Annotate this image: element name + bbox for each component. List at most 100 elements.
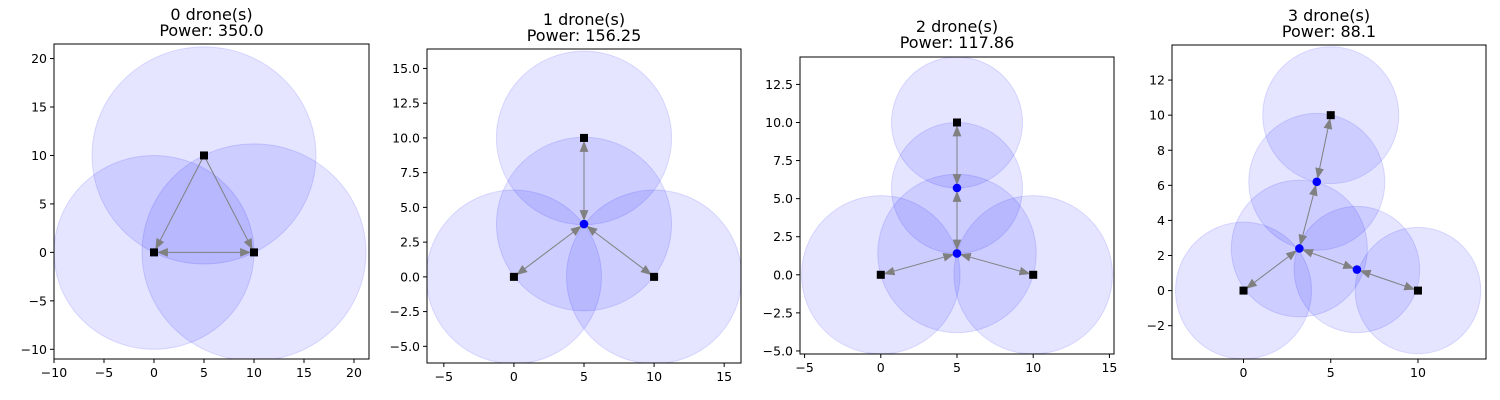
y-tick-label: 5.0: [773, 191, 793, 206]
tick-group: −5 0 5 10 15 −5.0 −2.5 0.0 2.5 5.0 7.5 10.0 12.5: [763, 77, 1118, 375]
y-tick-label: 0: [1157, 283, 1165, 298]
link-edge: [1298, 184, 1318, 246]
y-tick-label: 20: [31, 51, 47, 66]
link-edge: [516, 225, 582, 276]
link-edge: [1359, 269, 1416, 291]
y-tick-label: 4: [1157, 213, 1165, 228]
x-tick-label: 0: [510, 369, 518, 384]
link-edge: [1245, 250, 1298, 289]
user-node-marker: [1326, 111, 1335, 120]
y-tick-label: 2.5: [773, 229, 793, 244]
tick-group: −5 0 5 10 15 −5.0 −2.5 0.0 2.5 5.0 7.5 10.0 12.5 15.0: [390, 61, 732, 384]
link-edge: [1302, 249, 1355, 269]
subplot-title-line1: 1 drone(s): [543, 10, 625, 29]
drone-node-marker: [1295, 244, 1304, 253]
user-node-marker: [1029, 270, 1038, 279]
plot-area: [427, 50, 741, 363]
subplot-title-line2: Power: 350.0: [159, 21, 263, 40]
drone-node-marker: [1352, 265, 1362, 274]
y-tick-label: −5.0: [390, 339, 420, 354]
y-tick-label: 10: [31, 148, 47, 163]
x-tick-label: 5: [953, 360, 961, 375]
y-tick-label: −2.5: [390, 304, 420, 319]
x-tick-label: 15: [1101, 360, 1117, 375]
user-node-marker: [1413, 286, 1422, 295]
link-edge: [155, 158, 203, 250]
x-tick-label: −5: [95, 365, 113, 380]
x-tick-label: 5: [580, 369, 588, 384]
user-node-marker: [650, 272, 659, 281]
y-tick-label: 6: [1157, 178, 1165, 193]
user-node-marker: [509, 272, 518, 281]
y-tick-label: 0.0: [773, 267, 793, 282]
x-tick-label: 0: [150, 365, 158, 380]
subplot-1: 1 drone(s) Power: 156.25 −5 0 5 10 15 −5.0 −2.…: [390, 10, 742, 384]
y-tick-label: 15: [31, 100, 47, 115]
y-tick-label: 10: [1149, 108, 1165, 123]
plot-area: [801, 57, 1113, 354]
y-tick-label: 15.0: [392, 61, 420, 76]
y-tick-label: 12: [1149, 73, 1165, 88]
y-tick-label: −2: [1147, 318, 1165, 333]
subplot-title-line1: 2 drone(s): [916, 17, 998, 36]
x-tick-label: 10: [646, 369, 662, 384]
drone-node-marker: [952, 183, 962, 193]
subplot-title-line1: 0 drone(s): [170, 5, 252, 24]
y-tick-label: 10.0: [392, 130, 420, 145]
subplot-title-line1: 3 drone(s): [1288, 6, 1370, 25]
subplot-0: 0 drone(s) Power: 350.0 −10 −5 0 5 10 15 20−10…: [21, 5, 370, 380]
y-tick-label: 10.0: [765, 115, 793, 130]
user-node-marker: [876, 270, 885, 279]
y-tick-label: 7.5: [773, 153, 793, 168]
y-tick-label: −5: [29, 293, 47, 308]
x-tick-label: 10: [1025, 360, 1041, 375]
x-tick-label: −5: [435, 369, 453, 384]
link-edge: [586, 225, 652, 276]
y-tick-label: 5.0: [400, 200, 420, 215]
x-tick-label: 10: [246, 365, 262, 380]
link-edge: [883, 252, 955, 276]
y-tick-label: −2.5: [763, 305, 793, 320]
tick-group: −10 −5 0 5 10 15 20 −10 −5 0 5 10 15 20: [21, 51, 362, 380]
drone-node-marker: [1312, 177, 1322, 187]
subplot-2: 2 drone(s) Power: 117.86 −5 0 5 10 15 −5.0 −2.…: [763, 17, 1118, 375]
link-edge: [959, 252, 1031, 276]
x-tick-label: −10: [41, 365, 67, 380]
subplot-3: 3 drone(s) Power: 88.1 0 5 10 −2 0 2 4 6 8 10 12: [1147, 6, 1487, 380]
x-tick-label: 0: [877, 360, 885, 375]
x-tick-label: 0: [1240, 365, 1248, 380]
drone-node-marker: [952, 249, 962, 258]
user-node-marker: [953, 118, 961, 127]
plot-area: [54, 46, 367, 359]
subplot-title-line2: Power: 117.86: [900, 33, 1015, 52]
y-tick-label: 0.0: [400, 269, 420, 284]
y-tick-label: 0: [39, 245, 47, 260]
x-tick-label: 5: [1327, 365, 1335, 380]
y-tick-label: 5: [39, 196, 47, 211]
link-edge: [205, 158, 253, 250]
user-node-marker: [200, 151, 208, 160]
subplot-title-line2: Power: 88.1: [1282, 22, 1376, 41]
user-node-marker: [580, 133, 588, 142]
x-tick-label: 10: [1410, 365, 1426, 380]
y-tick-label: 2.5: [400, 235, 420, 250]
y-tick-label: 2: [1157, 248, 1165, 263]
user-node-marker: [250, 248, 258, 257]
subplot-title-line2: Power: 156.25: [527, 26, 642, 45]
y-tick-label: 8: [1157, 143, 1165, 158]
tick-group: 0 5 10 −2 0 2 4 6 8 10 12: [1147, 73, 1426, 380]
x-tick-label: 15: [296, 365, 312, 380]
axes-frame: [53, 43, 370, 360]
drone-node-marker: [579, 219, 589, 229]
user-node-marker: [150, 248, 158, 257]
y-tick-label: 12.5: [765, 77, 793, 92]
x-tick-label: 5: [200, 365, 208, 380]
y-tick-label: 12.5: [392, 96, 420, 111]
y-tick-label: −10: [21, 342, 47, 357]
y-tick-label: −5.0: [763, 343, 793, 358]
user-node-marker: [1239, 286, 1248, 295]
x-tick-label: 20: [346, 365, 362, 380]
x-tick-label: −5: [795, 360, 813, 375]
x-tick-label: 15: [716, 369, 732, 384]
